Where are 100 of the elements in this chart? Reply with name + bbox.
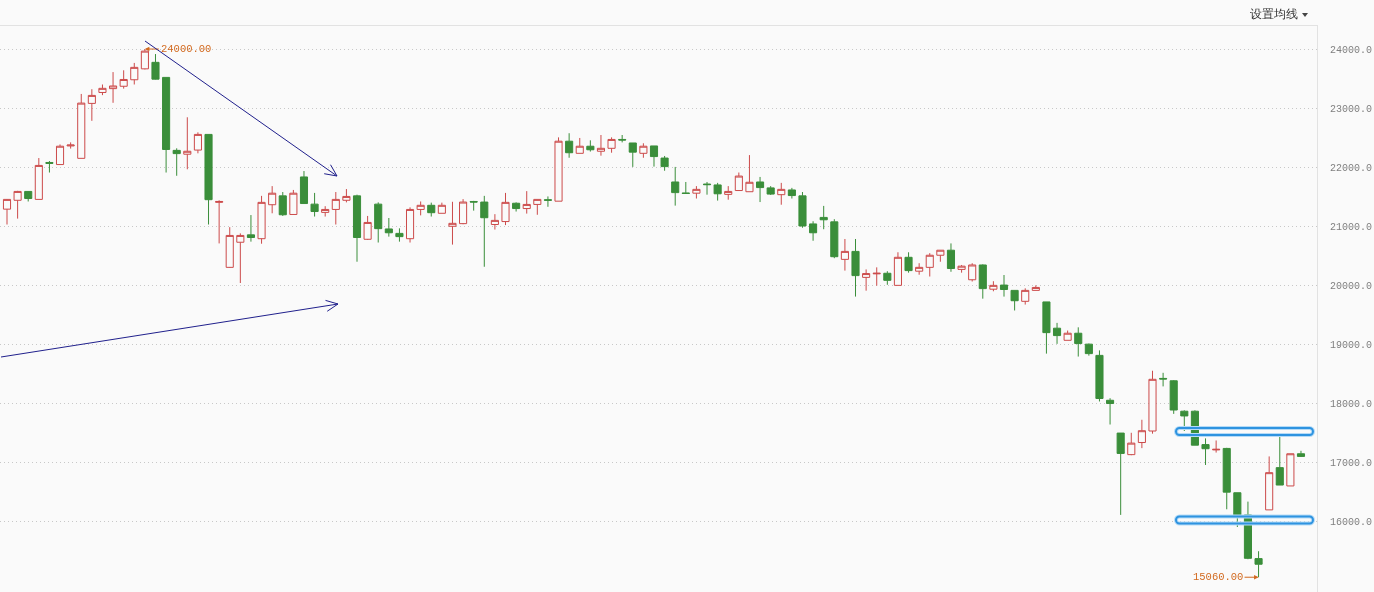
candlestick bbox=[756, 176, 765, 203]
candlestick bbox=[946, 242, 956, 273]
candlestick bbox=[1010, 289, 1019, 311]
candlestick bbox=[1052, 322, 1062, 345]
candlestick bbox=[1106, 397, 1115, 425]
candlestick bbox=[246, 214, 255, 243]
candlestick bbox=[268, 185, 277, 214]
candlestick bbox=[798, 191, 807, 229]
candlestick bbox=[331, 191, 340, 226]
candlestick bbox=[363, 215, 372, 241]
candlestick bbox=[787, 187, 796, 200]
candlestick bbox=[1137, 419, 1146, 449]
candlestick bbox=[596, 134, 606, 157]
candlestick bbox=[1275, 434, 1284, 486]
candlestick bbox=[978, 263, 987, 300]
candlestick bbox=[883, 270, 892, 286]
candlestick bbox=[310, 192, 319, 218]
candlestick bbox=[299, 170, 309, 205]
candlestick bbox=[862, 268, 871, 292]
candlestick bbox=[1212, 439, 1221, 454]
y-tick-label: 24000.0 bbox=[1330, 44, 1373, 56]
candlestick bbox=[77, 93, 86, 159]
candlestick bbox=[215, 199, 224, 244]
candlestick bbox=[172, 147, 181, 177]
candlestick bbox=[416, 200, 425, 216]
annotation: 24000.00 bbox=[161, 43, 212, 55]
y-tick-label: 16000.0 bbox=[1330, 517, 1373, 529]
candlestick bbox=[681, 181, 690, 194]
y-tick-label: 19000.0 bbox=[1330, 339, 1373, 351]
candlestick bbox=[13, 190, 22, 220]
candlestick bbox=[1127, 432, 1136, 456]
candlestick bbox=[289, 189, 298, 215]
candlestick bbox=[999, 274, 1009, 298]
candlestick bbox=[522, 190, 531, 215]
candlestick bbox=[628, 142, 637, 168]
candlestick bbox=[713, 182, 722, 202]
annotation: 15060.00 bbox=[1193, 571, 1244, 583]
candlestick bbox=[872, 266, 881, 287]
candlestick bbox=[1148, 370, 1157, 435]
candlestick bbox=[374, 201, 383, 244]
candlestick bbox=[225, 226, 234, 269]
candlestick bbox=[342, 188, 351, 203]
y-tick-label: 21000.0 bbox=[1330, 221, 1373, 233]
candlestick bbox=[989, 280, 998, 292]
candlestick bbox=[819, 205, 828, 230]
candlestick bbox=[109, 71, 118, 104]
y-tick-label: 17000.0 bbox=[1330, 458, 1373, 470]
candlestick bbox=[1116, 432, 1125, 516]
candlestick bbox=[1042, 301, 1051, 355]
candlestick bbox=[565, 132, 574, 159]
candlestick bbox=[1286, 453, 1295, 487]
candlestick bbox=[575, 137, 584, 154]
candlestick bbox=[384, 217, 393, 238]
candlestick bbox=[840, 238, 849, 272]
candlestick bbox=[1031, 284, 1040, 291]
candlestick bbox=[204, 133, 213, 226]
candlestick bbox=[702, 181, 712, 196]
candlestick bbox=[55, 143, 65, 166]
candlestick bbox=[1296, 450, 1306, 458]
candlestick bbox=[809, 220, 818, 242]
y-tick-label: 22000.0 bbox=[1330, 162, 1373, 174]
candlestick bbox=[1074, 326, 1083, 358]
candlestick bbox=[957, 264, 966, 274]
candlestick bbox=[968, 262, 977, 283]
candlestick bbox=[745, 154, 754, 193]
candlestick bbox=[490, 213, 499, 231]
candlestick bbox=[437, 202, 446, 214]
candlestick bbox=[692, 185, 701, 200]
candlestick bbox=[395, 227, 404, 243]
candlestick bbox=[1233, 492, 1242, 528]
candlestick bbox=[119, 69, 128, 90]
candlestick bbox=[448, 201, 457, 246]
candlestick bbox=[1169, 379, 1178, 415]
candlestick bbox=[904, 251, 913, 274]
candlestick bbox=[893, 251, 902, 286]
candlestick bbox=[183, 116, 192, 170]
candlestick bbox=[66, 141, 75, 150]
candlestick bbox=[162, 76, 171, 174]
candlestick bbox=[459, 198, 468, 225]
candlestick bbox=[236, 232, 245, 284]
candlestick bbox=[724, 185, 733, 201]
candlestick bbox=[851, 238, 860, 298]
candlestick bbox=[1021, 287, 1030, 306]
candlestick bbox=[151, 53, 160, 80]
y-tick-label: 23000.0 bbox=[1330, 103, 1373, 115]
candlestick bbox=[660, 155, 669, 172]
candlestick bbox=[352, 194, 362, 263]
candlestick bbox=[734, 172, 743, 192]
candlestick bbox=[469, 200, 478, 212]
candlestick bbox=[925, 252, 934, 278]
candlestick bbox=[1084, 343, 1093, 357]
candlestick bbox=[1180, 409, 1189, 432]
candlestick bbox=[915, 262, 924, 276]
candlestick bbox=[554, 136, 563, 202]
candlestick bbox=[87, 88, 96, 122]
candlestick bbox=[34, 157, 43, 200]
candlestick bbox=[480, 195, 489, 268]
candlestick bbox=[543, 195, 552, 208]
candlestick bbox=[1063, 330, 1072, 341]
candlestick bbox=[639, 142, 648, 159]
